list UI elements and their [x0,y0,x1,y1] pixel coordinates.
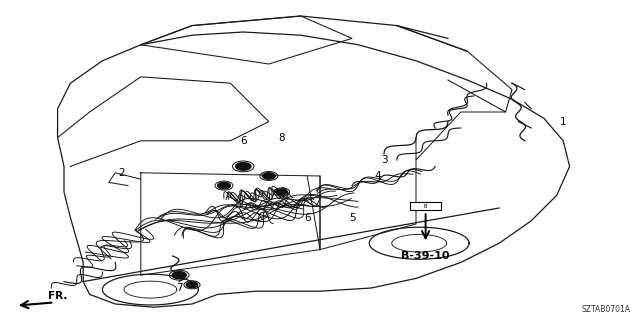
Text: 7: 7 [176,283,182,293]
FancyBboxPatch shape [410,202,441,210]
Text: 3: 3 [381,155,387,165]
Text: SZTAB0701A: SZTAB0701A [581,305,630,314]
Text: 6: 6 [304,212,310,223]
Circle shape [236,163,251,170]
Text: 2: 2 [118,168,125,178]
Circle shape [262,173,275,179]
Circle shape [218,182,230,189]
Circle shape [186,282,198,288]
Text: 8: 8 [278,132,285,143]
Text: FR.: FR. [48,291,67,301]
Text: 6: 6 [240,136,246,146]
Text: B: B [424,204,428,209]
Text: B-39-10: B-39-10 [401,251,450,261]
Circle shape [276,189,287,195]
Text: 5: 5 [349,212,355,223]
Circle shape [172,272,186,279]
Text: 4: 4 [374,171,381,181]
Text: 1: 1 [560,116,566,127]
